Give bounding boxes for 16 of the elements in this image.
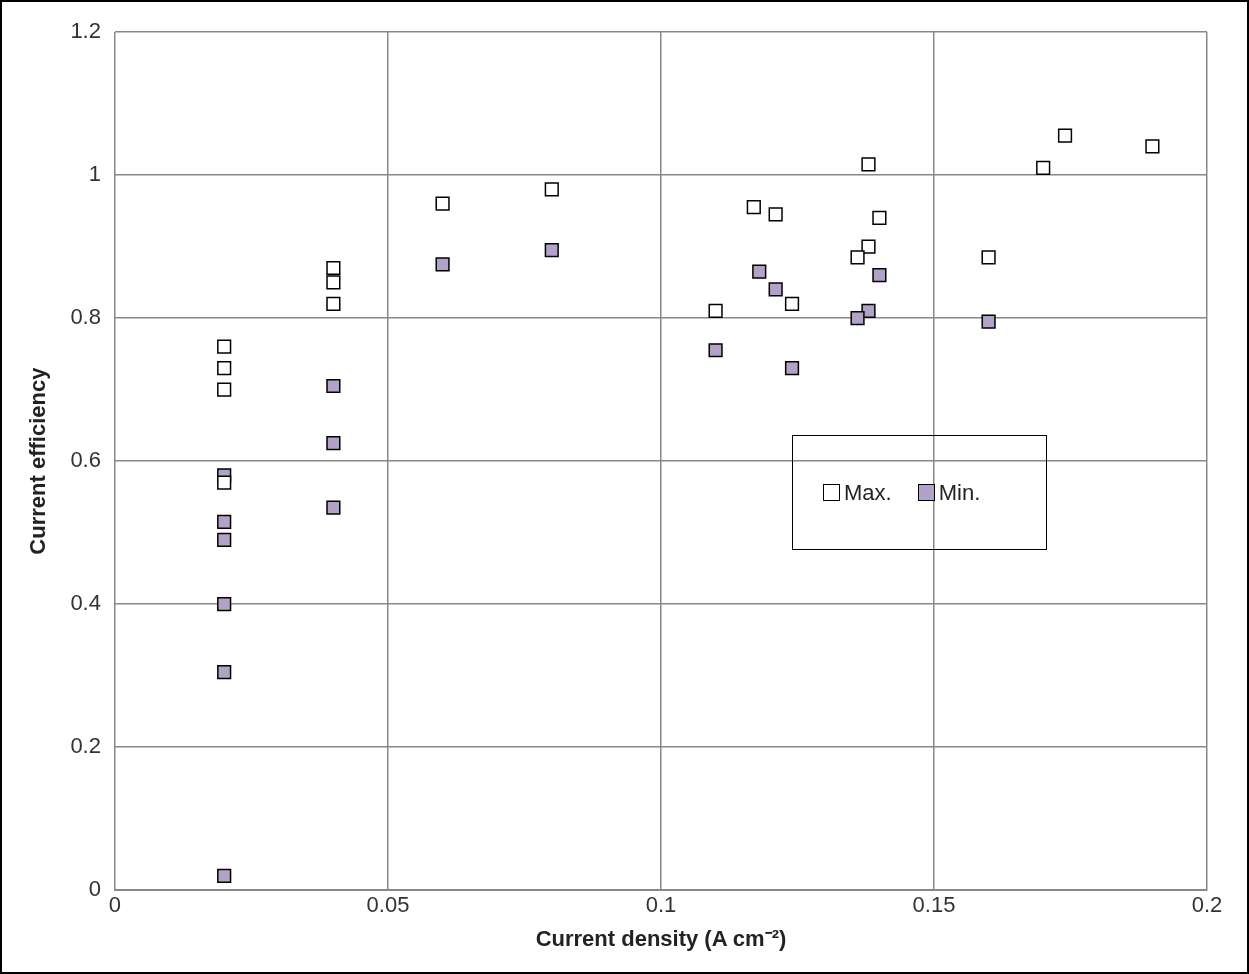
y-axis-title: Current efficiency bbox=[25, 366, 51, 555]
y-tick-label: 0.2 bbox=[70, 733, 101, 759]
y-tick-label: 0 bbox=[88, 876, 101, 902]
y-tick-label: 0.8 bbox=[70, 304, 101, 330]
x-tick-label: 0.15 bbox=[912, 892, 956, 918]
y-tick-label: 0.6 bbox=[70, 447, 101, 473]
y-tick-label: 1.2 bbox=[70, 18, 101, 44]
x-axis-title: Current density (A cm⁻²) bbox=[535, 925, 787, 951]
legend-label: Max. bbox=[844, 479, 892, 506]
legend-label: Min. bbox=[938, 479, 981, 506]
x-tick-label: 0.05 bbox=[366, 892, 410, 918]
x-tick-label: 0.2 bbox=[1191, 892, 1223, 918]
y-tick-label: 0.4 bbox=[70, 590, 101, 616]
y-tick-label: 1 bbox=[88, 161, 101, 187]
x-tick-label: 0.1 bbox=[645, 892, 677, 918]
x-tick-label: 0 bbox=[108, 892, 122, 918]
